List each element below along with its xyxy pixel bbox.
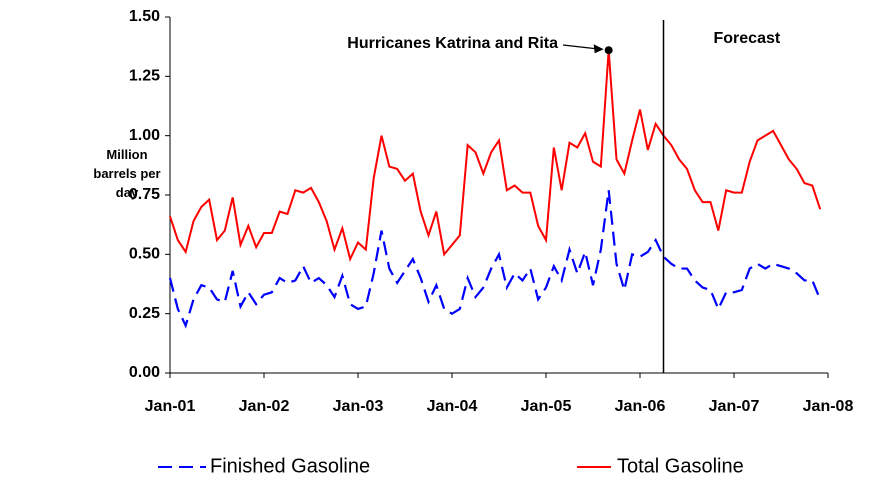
x-tick-label: Jan-03 (333, 398, 384, 415)
y-tick-label: 1.25 (129, 68, 160, 85)
y-tick-label: 0.25 (129, 305, 160, 322)
annotation: Forecast (714, 30, 781, 47)
y-tick-label: 0.50 (129, 246, 160, 263)
y-tick-label: 1.50 (129, 8, 160, 25)
y-tick-label: 1.00 (129, 127, 160, 144)
x-tick-label: Jan-01 (145, 398, 196, 415)
y-tick-label: 0.75 (129, 186, 160, 203)
x-tick-label: Jan-02 (239, 398, 290, 415)
y-axis-label: Million barrels per day (93, 147, 161, 200)
series-line (168, 190, 822, 329)
series-line (169, 50, 822, 263)
legend-label: Finished Gasoline (210, 455, 370, 477)
x-tick-label: Jan-04 (427, 398, 478, 415)
x-tick-label: Jan-07 (709, 398, 760, 415)
annotation: Hurricanes Katrina and Rita (347, 35, 558, 52)
x-tick-label: Jan-05 (521, 398, 572, 415)
x-tick-label: Jan-06 (615, 398, 666, 415)
x-tick-label: Jan-08 (803, 398, 854, 415)
peak-dot (604, 46, 613, 55)
y-tick-label: 0.00 (129, 364, 160, 381)
legend-label: Total Gasoline (617, 455, 744, 477)
arrow-head (593, 44, 604, 54)
